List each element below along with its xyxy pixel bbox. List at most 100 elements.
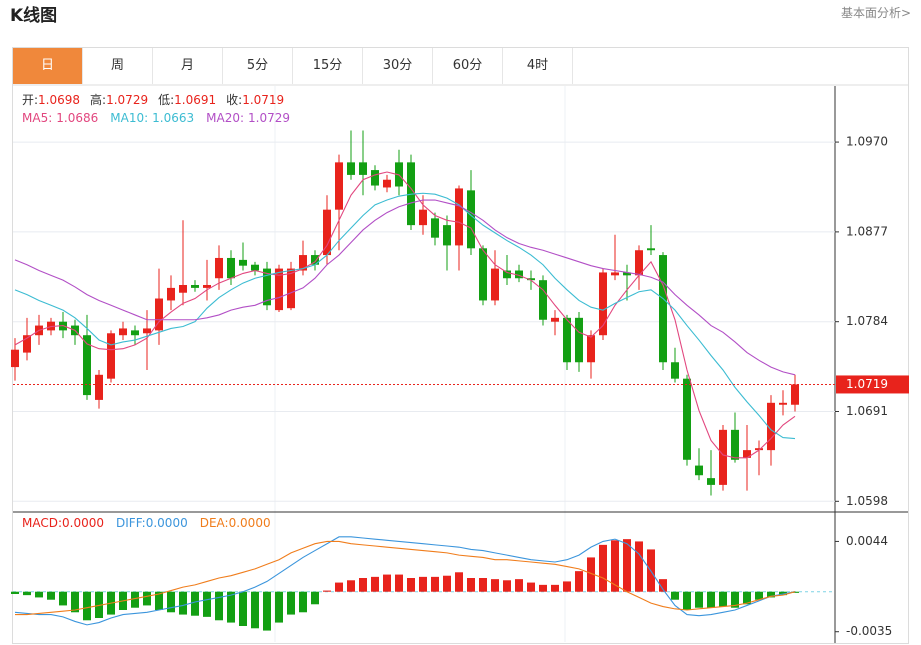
legend-value: 1.0663 — [152, 111, 194, 125]
candle-body — [167, 287, 175, 301]
macd-legend: MACD:0.0000 DIFF:0.0000 DEA:0.0000 — [22, 516, 271, 530]
macd-bar — [659, 579, 667, 592]
macd-bar — [383, 574, 391, 592]
macd-bar — [539, 584, 547, 592]
macd-bar — [431, 576, 439, 592]
period-tab[interactable]: 月 — [153, 48, 223, 84]
candle-body — [443, 225, 451, 246]
candle-body — [179, 284, 187, 293]
candle-body — [695, 465, 703, 476]
macd-bar — [767, 591, 775, 598]
legend-name: DIFF: — [116, 516, 146, 530]
candle-body — [419, 209, 427, 226]
candle-body — [11, 349, 19, 368]
macd-bar — [683, 591, 691, 610]
macd-bar — [131, 591, 139, 608]
period-tab[interactable]: 日 — [13, 48, 83, 84]
macd-bar — [755, 591, 763, 600]
ohlc-key: 高: — [90, 92, 106, 107]
macd-bar — [287, 591, 295, 615]
macd-bar — [203, 591, 211, 617]
candle-body — [227, 257, 235, 279]
fundamental-link[interactable]: 基本面分析> — [840, 6, 911, 20]
ohlc-key: 开: — [22, 93, 38, 107]
chart-frame — [12, 47, 909, 644]
candle-body — [119, 328, 127, 336]
candle-body — [287, 268, 295, 309]
candle-body — [203, 284, 211, 288]
candle-body — [719, 429, 727, 485]
candle-body — [623, 272, 631, 276]
macd-bar — [743, 591, 751, 605]
macd-bar — [575, 571, 583, 592]
ohlc-value: 1.0719 — [242, 93, 284, 107]
candle-body — [275, 268, 283, 311]
candle-body — [767, 402, 775, 451]
macd-bar — [515, 579, 523, 592]
period-tab[interactable]: 周 — [83, 48, 153, 84]
candle-body — [587, 335, 595, 363]
macd-bar — [323, 590, 331, 592]
candle-body — [251, 264, 259, 271]
y-tick-label: -0.0035 — [846, 624, 892, 638]
ma-line — [14, 171, 796, 459]
candle-body — [143, 328, 151, 334]
macd-bar — [47, 591, 55, 600]
y-tick-label: 1.0691 — [846, 404, 888, 418]
macd-bar — [455, 572, 463, 592]
candle-body — [347, 162, 355, 175]
candle-body — [383, 179, 391, 188]
macd-bar — [359, 578, 367, 592]
candle-body — [23, 335, 31, 353]
period-tab[interactable]: 60分 — [433, 48, 503, 84]
candle-body — [479, 248, 487, 301]
ma-line — [14, 192, 796, 440]
macd-line — [14, 536, 796, 626]
macd-bar — [479, 578, 487, 592]
candle-body — [551, 317, 559, 322]
macd-bar — [191, 591, 199, 616]
candle-body — [359, 162, 367, 175]
macd-bar — [155, 591, 163, 610]
macd-bar — [179, 591, 187, 615]
ohlc-value: 1.0698 — [38, 93, 80, 107]
macd-bar — [83, 591, 91, 621]
candle-body — [95, 374, 103, 400]
y-tick-label: 1.0598 — [846, 494, 888, 508]
period-tab[interactable]: 5分 — [223, 48, 293, 84]
period-tabs: 日周月 5分 15分 30分 60分 4时 — [13, 48, 573, 84]
period-tab[interactable]: 15分 — [293, 48, 363, 84]
candle-body — [83, 335, 91, 396]
legend-value: 1.0729 — [248, 111, 290, 125]
candle-body — [539, 280, 547, 320]
macd-bar — [707, 591, 715, 608]
legend-value: 1.0686 — [56, 111, 98, 125]
candle-body — [779, 402, 787, 405]
legend-name: MACD: — [22, 516, 62, 530]
macd-bar — [239, 591, 247, 626]
candle-body — [683, 378, 691, 460]
candle-body — [575, 317, 583, 363]
candle-body — [323, 209, 331, 256]
y-tick-label: 1.0970 — [846, 135, 888, 149]
candle-body — [563, 317, 571, 363]
period-tab[interactable]: 30分 — [363, 48, 433, 84]
candle-body — [503, 270, 511, 279]
candle-body — [263, 268, 271, 306]
candle-body — [491, 268, 499, 301]
y-tick-label: 0.0044 — [846, 534, 888, 548]
ohlc-key: 收: — [226, 93, 242, 107]
macd-bar — [263, 591, 271, 631]
page-title: K线图 — [10, 6, 58, 26]
macd-bar — [611, 540, 619, 592]
candle-body — [731, 429, 739, 460]
macd-bar — [227, 591, 235, 623]
legend-name: MA10: — [110, 111, 148, 125]
macd-bar — [587, 557, 595, 592]
macd-bar — [35, 591, 43, 598]
period-tab[interactable]: 4时 — [503, 48, 573, 84]
macd-bar — [167, 591, 175, 613]
macd-bar — [59, 591, 67, 606]
macd-bar — [503, 580, 511, 592]
